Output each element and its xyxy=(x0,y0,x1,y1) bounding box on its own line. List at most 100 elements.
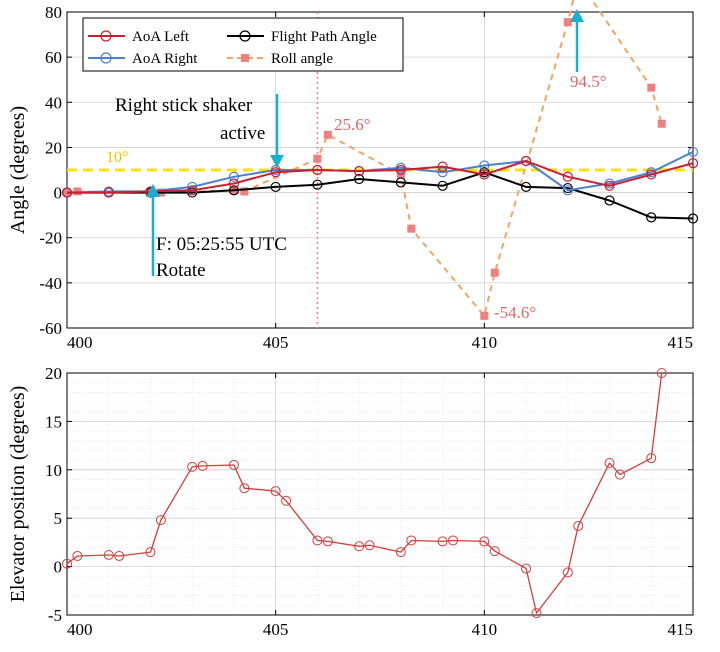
data-point-elevator xyxy=(62,558,72,569)
legend-item-roll-angle: Roll angle xyxy=(227,51,333,67)
bottom-y-tick-label: 0 xyxy=(54,558,63,577)
roll-peak-label: 25.6° xyxy=(334,115,371,134)
top-y-tick-label: 20 xyxy=(45,138,62,157)
svg-text:AoA Right: AoA Right xyxy=(132,51,198,67)
data-point-aoa-left xyxy=(687,158,699,169)
bottom-y-tick-label: 15 xyxy=(45,412,62,431)
data-point-elevator xyxy=(103,549,114,560)
data-point-elevator xyxy=(614,469,625,480)
roll-min-label: -54.6° xyxy=(494,303,536,322)
data-point-aoa-left xyxy=(312,164,323,176)
top-axis-ticks: 400 405 410 415 -60 -40 -20 0 20 40 60 80 xyxy=(39,3,694,352)
svg-text:AoA Left: AoA Left xyxy=(132,29,190,45)
data-point-elevator xyxy=(270,486,281,497)
rotate-label-line1: F: 05:25:55 UTC xyxy=(156,234,287,255)
data-point-flight-path-angle xyxy=(604,195,615,206)
svg-text:Flight Path Angle: Flight Path Angle xyxy=(271,29,377,45)
legend-item-aoa-right: AoA Right xyxy=(88,51,198,67)
data-point-elevator xyxy=(187,461,198,472)
stick-shaker-arrow-icon xyxy=(270,94,284,168)
data-point-flight-path-angle xyxy=(646,212,657,223)
top-x-tick-label: 400 xyxy=(67,333,93,352)
data-point-elevator xyxy=(448,535,459,546)
bottom-y-tick-label: 10 xyxy=(45,461,62,480)
data-point-flight-path-angle xyxy=(395,177,406,188)
data-point-elevator xyxy=(312,535,323,546)
svg-text:Roll angle: Roll angle xyxy=(271,51,333,67)
bottom-x-tick-label: 400 xyxy=(67,620,93,639)
data-point-elevator xyxy=(573,520,584,531)
data-point-elevator xyxy=(562,567,573,578)
top-y-tick-label: -40 xyxy=(39,274,62,293)
data-point-aoa-left xyxy=(395,164,406,176)
legend-item-aoa-left: AoA Left xyxy=(88,29,190,45)
data-point-flight-path-angle xyxy=(687,213,699,224)
data-point-elevator xyxy=(521,563,532,574)
data-point-elevator xyxy=(155,515,166,526)
data-point-roll-angle xyxy=(657,119,666,128)
data-point-aoa-left xyxy=(562,171,573,182)
top-y-tick-label: 40 xyxy=(45,93,62,112)
top-y-tick-label: -60 xyxy=(39,319,62,338)
top-x-tick-label: 415 xyxy=(668,333,694,352)
data-point-elevator xyxy=(646,453,657,464)
data-point-elevator xyxy=(531,608,542,619)
data-point-elevator xyxy=(479,536,490,547)
data-point-elevator xyxy=(197,460,208,471)
elevator-series-group xyxy=(62,368,667,619)
top-y-tick-label: 0 xyxy=(54,184,63,203)
data-point-elevator xyxy=(354,541,365,552)
data-point-aoa-right xyxy=(228,171,240,182)
top-y-tick-label: 60 xyxy=(45,48,62,67)
data-point-elevator xyxy=(239,483,250,494)
data-point-elevator xyxy=(656,368,667,378)
data-point-aoa-left xyxy=(354,166,365,177)
data-point-aoa-right xyxy=(562,185,573,196)
bottom-x-tick-label: 405 xyxy=(263,620,289,639)
data-point-roll-angle xyxy=(647,83,656,92)
top-y-tick-label: 80 xyxy=(45,3,62,22)
legend-box xyxy=(82,17,404,72)
data-point-aoa-left xyxy=(604,180,615,191)
data-point-roll-angle xyxy=(563,18,572,27)
data-point-aoa-left xyxy=(61,187,73,198)
data-point-aoa-left xyxy=(228,178,240,189)
data-point-elevator xyxy=(489,546,500,557)
data-point-roll-angle xyxy=(480,311,489,320)
bottom-y-tick-label: 20 xyxy=(45,364,62,383)
data-point-flight-path-angle xyxy=(312,179,323,190)
max-roll-arrow-icon xyxy=(570,9,584,72)
data-point-aoa-left xyxy=(270,167,281,178)
data-point-elevator xyxy=(322,536,333,547)
data-point-flight-path-angle xyxy=(520,181,532,193)
bottom-axis-ticks: 400 405 410 415 -5 0 5 10 15 20 xyxy=(45,364,694,639)
data-point-roll-angle xyxy=(323,130,332,139)
data-point-aoa-right xyxy=(687,146,699,158)
data-point-flight-path-angle xyxy=(228,185,240,196)
data-point-roll-angle xyxy=(313,154,322,163)
bottom-y-tick-label: 5 xyxy=(54,509,63,528)
bottom-plot-grid xyxy=(66,372,694,616)
series-line-aoa-left xyxy=(67,160,694,194)
bottom-plot-frame xyxy=(66,372,694,616)
series-line-flight-path-angle xyxy=(67,171,694,220)
bottom-x-tick-label: 410 xyxy=(472,620,498,639)
data-point-roll-angle xyxy=(407,224,416,233)
data-point-flight-path-angle xyxy=(354,173,365,185)
top-x-tick-label: 410 xyxy=(472,333,498,352)
data-point-elevator xyxy=(437,536,448,547)
roll-max-label: 94.5° xyxy=(570,72,607,91)
data-point-elevator xyxy=(145,547,156,558)
top-y-axis-label: Angle (degrees) xyxy=(7,106,29,234)
bottom-y-tick-label: -5 xyxy=(48,606,62,625)
threshold-label: 10° xyxy=(106,149,128,166)
series-line-elevator xyxy=(66,372,663,614)
data-point-elevator xyxy=(604,458,615,469)
legend: AoA Left AoA Right Flight Path Angle Rol… xyxy=(82,17,404,72)
data-point-aoa-left xyxy=(520,155,532,167)
data-point-elevator xyxy=(228,459,239,470)
rotate-label-line2: Rotate xyxy=(156,260,206,281)
data-point-flight-path-angle xyxy=(270,181,281,193)
data-point-elevator xyxy=(406,535,417,546)
